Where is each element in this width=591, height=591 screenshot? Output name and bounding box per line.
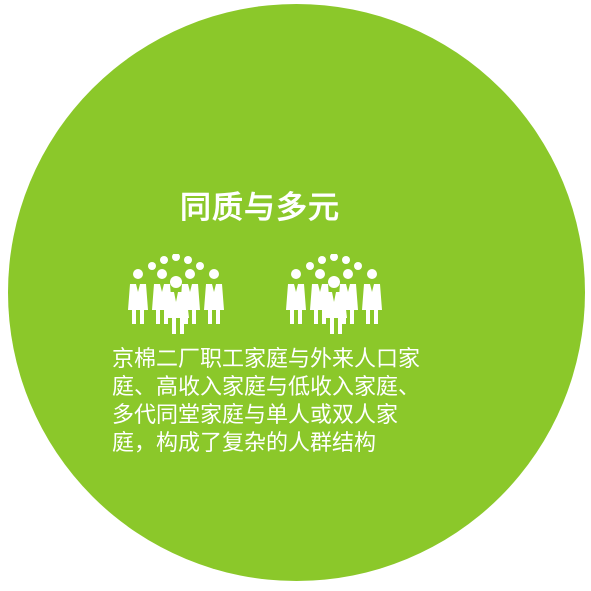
card-title: 同质与多元 — [180, 190, 340, 226]
icon-row — [124, 254, 394, 334]
group-of-people-icon — [286, 254, 382, 334]
group-of-people-icon — [128, 254, 224, 334]
card-description: 京棉二厂职工家庭与外来人口家庭、高收入家庭与低收入家庭、多代同堂家庭与单人或双人… — [112, 347, 421, 456]
